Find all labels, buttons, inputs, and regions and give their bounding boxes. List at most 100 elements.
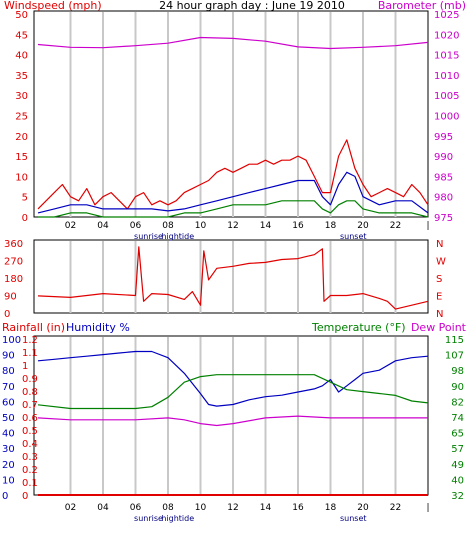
- humidity-y-tick-label: 70: [2, 382, 15, 393]
- x-tick-label: 22: [390, 221, 401, 231]
- barometer-axis-label: Barometer (mb): [378, 0, 466, 12]
- x-tick-label: 12: [227, 221, 238, 231]
- temp-y-tick-label: 90: [451, 382, 464, 393]
- rain-y-tick-label: 1.2: [22, 335, 38, 346]
- dir-y-tick-label: 270: [4, 257, 23, 268]
- humidity-y-tick-label: 10: [2, 475, 15, 486]
- wind-direction-panel-frame: [33, 239, 429, 314]
- baro-y-tick-label: 1005: [434, 91, 459, 102]
- humidity-y-tick-label: 100: [2, 335, 21, 346]
- sunset-annotation: sunset: [340, 232, 367, 241]
- dir-y-tick-label: 360: [4, 239, 23, 250]
- sunset-annotation: sunset: [340, 514, 367, 523]
- rain-y-tick-label: 0.9: [22, 374, 38, 385]
- humidity-temp-panel-frame: [33, 335, 429, 496]
- humidity-y-tick-label: 80: [2, 366, 15, 377]
- x-tick-label: 02: [65, 503, 76, 513]
- wind-y-tick-label: 45: [15, 30, 28, 41]
- humidity-y-tick-label: 20: [2, 460, 15, 471]
- temp-y-tick-label: 98: [451, 366, 464, 377]
- temp-y-tick-label: 32: [451, 491, 464, 502]
- wind-y-tick-label: 40: [15, 51, 28, 62]
- x-tick-label: 12: [227, 503, 238, 513]
- sunrise-annotation: sunrise: [134, 514, 163, 523]
- rain-y-tick-label: 1.1: [22, 348, 38, 359]
- x-tick-label: 22: [390, 503, 401, 513]
- baro-y-tick-label: 1010: [434, 71, 459, 82]
- x-tick-label: 06: [130, 221, 142, 231]
- rain-y-tick-label: 0.1: [22, 478, 38, 489]
- baro-y-tick-label: 985: [434, 172, 453, 183]
- rain-y-tick-label: 0.7: [22, 400, 38, 411]
- temp-y-tick-label: 115: [445, 335, 464, 346]
- humidity-y-tick-label: 0: [2, 491, 8, 502]
- x-tick-label: |: [426, 221, 429, 231]
- rain-y-tick-label: 0.4: [22, 439, 38, 450]
- chart-title: 24 hour graph day : June 19 2010: [159, 0, 345, 12]
- wind-baro-panel-frame: [33, 10, 429, 218]
- rainfall-axis-label: Rainfall (in): [2, 321, 65, 334]
- x-tick-label: 20: [357, 221, 369, 231]
- wind-y-tick-label: 5: [22, 193, 28, 204]
- x-tick-label: 06: [130, 503, 142, 513]
- dir-y-tick-label: 0: [4, 309, 10, 320]
- x-tick-label: 10: [195, 503, 207, 513]
- temp-y-tick-label: 107: [445, 351, 464, 362]
- wind-y-tick-label: 50: [15, 10, 28, 21]
- humidity-y-tick-label: 60: [2, 397, 15, 408]
- temp-y-tick-label: 74: [451, 413, 464, 424]
- wind-y-tick-label: 0: [22, 213, 28, 224]
- dir-compass-label: N: [436, 309, 443, 320]
- series-wind_low-line: [38, 200, 429, 218]
- dir-compass-label: E: [436, 292, 442, 303]
- baro-y-tick-label: 995: [434, 132, 453, 143]
- baro-y-tick-label: 1015: [434, 51, 459, 62]
- temp-y-tick-label: 49: [451, 460, 464, 471]
- hightide-annotation: hightide: [161, 514, 194, 523]
- humidity-y-tick-label: 90: [2, 351, 15, 362]
- temp-y-tick-label: 82: [451, 397, 464, 408]
- wind-y-tick-label: 15: [15, 152, 28, 163]
- x-tick-label: 18: [325, 503, 337, 513]
- baro-y-tick-label: 990: [434, 152, 453, 163]
- x-tick-label: 20: [357, 503, 369, 513]
- rain-y-tick-label: 0.3: [22, 452, 38, 463]
- humidity-y-tick-label: 40: [2, 429, 15, 440]
- temperature-axis-label: Temperature (°F): [311, 321, 406, 334]
- x-tick-label: 10: [195, 221, 207, 231]
- humidity-y-tick-label: 30: [2, 444, 15, 455]
- sunrise-annotation: sunrise: [134, 232, 163, 241]
- wind-y-tick-label: 30: [15, 91, 28, 102]
- rain-y-tick-label: 0.2: [22, 465, 38, 476]
- temp-y-tick-label: 57: [451, 444, 464, 455]
- hightide-annotation: hightide: [161, 232, 194, 241]
- series-wind_avg-line: [37, 171, 429, 214]
- x-tick-label: 08: [162, 221, 174, 231]
- baro-y-tick-label: 980: [434, 193, 453, 204]
- x-tick-label: 18: [325, 221, 337, 231]
- x-tick-label: |: [426, 503, 429, 513]
- x-tick-label: 16: [292, 221, 304, 231]
- dir-y-tick-label: 180: [4, 274, 23, 285]
- x-tick-label: 16: [292, 503, 304, 513]
- dewpoint-axis-label: Dew Point: [411, 321, 467, 334]
- series-temperature-line: [37, 374, 429, 410]
- temp-y-tick-label: 40: [451, 475, 464, 486]
- series-gust-line: [37, 139, 429, 210]
- dir-compass-label: N: [436, 239, 443, 250]
- dir-y-tick-label: 90: [4, 292, 17, 303]
- baro-y-tick-label: 1020: [434, 30, 459, 41]
- humidity-axis-label: Humidity %: [66, 321, 130, 334]
- wind-y-tick-label: 10: [15, 172, 28, 183]
- x-tick-label: 02: [65, 221, 76, 231]
- x-tick-label: 08: [162, 503, 174, 513]
- x-tick-label: 04: [97, 221, 109, 231]
- baro-y-tick-label: 1000: [434, 112, 459, 123]
- rain-y-tick-label: 0.5: [22, 426, 38, 437]
- temp-y-tick-label: 65: [451, 429, 464, 440]
- rain-y-tick-label: 0.6: [22, 413, 38, 424]
- windspeed-axis-label: Windspeed (mph): [4, 0, 102, 12]
- wind-y-tick-label: 20: [15, 132, 28, 143]
